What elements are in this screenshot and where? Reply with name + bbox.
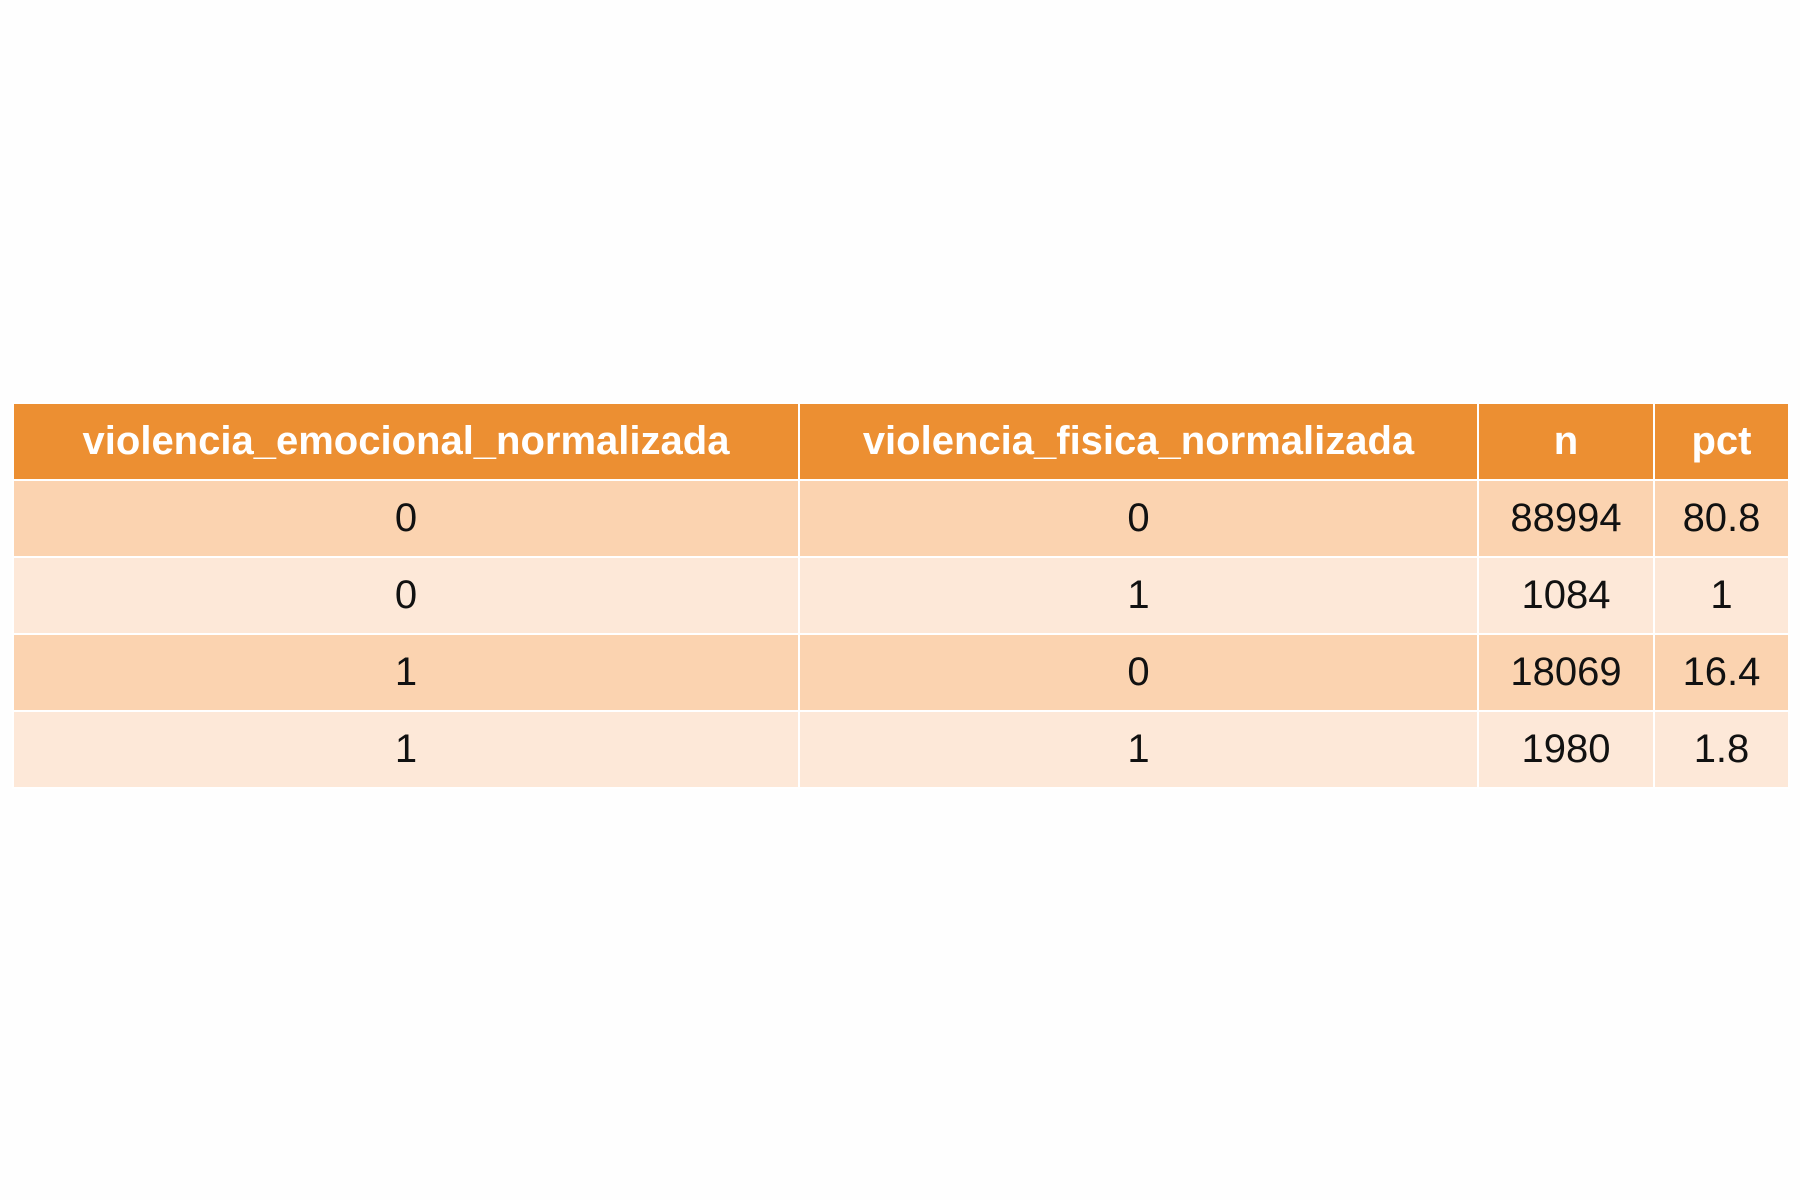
table-cell: 0 xyxy=(798,633,1479,712)
table-cell: 1 xyxy=(1653,556,1790,635)
table-row: 1 0 18069 16.4 xyxy=(12,633,1790,712)
column-header-pct: pct xyxy=(1653,402,1790,481)
table-header: violencia_emocional_normalizada violenci… xyxy=(12,402,1790,481)
table-row: 0 1 1084 1 xyxy=(12,556,1790,635)
table-row: 0 0 88994 80.8 xyxy=(12,479,1790,558)
table-cell: 88994 xyxy=(1477,479,1655,558)
table-cell: 1 xyxy=(798,556,1479,635)
column-header-violencia-emocional: violencia_emocional_normalizada xyxy=(12,402,800,481)
table-cell: 1980 xyxy=(1477,710,1655,789)
table-cell: 1084 xyxy=(1477,556,1655,635)
table-cell: 1.8 xyxy=(1653,710,1790,789)
table-cell: 0 xyxy=(12,479,800,558)
column-header-violencia-fisica: violencia_fisica_normalizada xyxy=(798,402,1479,481)
table-cell: 80.8 xyxy=(1653,479,1790,558)
header-row: violencia_emocional_normalizada violenci… xyxy=(12,402,1790,481)
table-cell: 1 xyxy=(12,633,800,712)
column-header-n: n xyxy=(1477,402,1655,481)
table-cell: 1 xyxy=(798,710,1479,789)
table-row: 1 1 1980 1.8 xyxy=(12,710,1790,789)
table-cell: 18069 xyxy=(1477,633,1655,712)
data-table: violencia_emocional_normalizada violenci… xyxy=(12,402,1790,789)
table-cell: 1 xyxy=(12,710,800,789)
table-cell: 16.4 xyxy=(1653,633,1790,712)
table-cell: 0 xyxy=(12,556,800,635)
table-body: 0 0 88994 80.8 0 1 1084 1 1 0 18069 16.4… xyxy=(12,479,1790,789)
table-cell: 0 xyxy=(798,479,1479,558)
